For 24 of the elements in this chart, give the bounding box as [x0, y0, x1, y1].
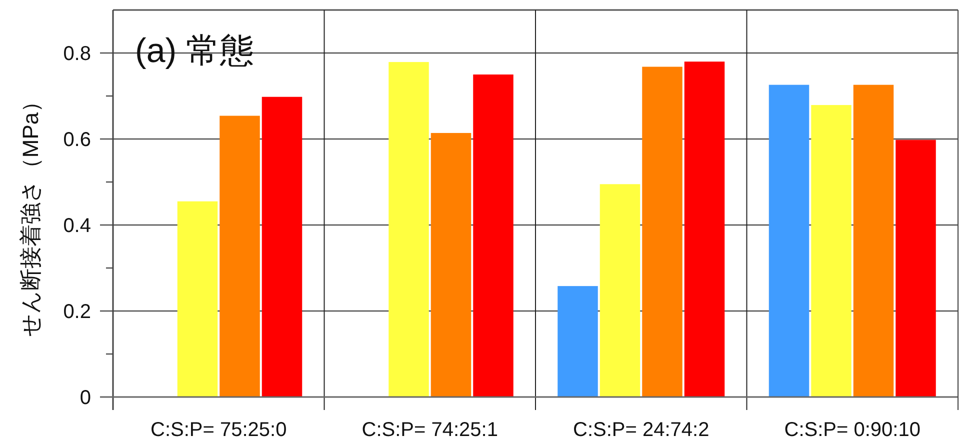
y-tick-label: 0.6 — [63, 129, 91, 151]
y-tick-label: 0.4 — [63, 215, 91, 237]
x-tick-label: C:S:P= 74:25:1 — [362, 419, 498, 439]
bar — [430, 132, 472, 397]
bar — [473, 74, 514, 397]
bar — [177, 201, 218, 397]
bar — [388, 62, 429, 397]
y-tick-label: 0.2 — [63, 301, 91, 323]
bar — [853, 84, 894, 397]
bar — [220, 116, 260, 397]
bar — [558, 286, 598, 397]
y-tick-label: 0.8 — [63, 43, 91, 65]
y-tick-label: 0 — [80, 387, 91, 409]
x-tick-label: C:S:P= 24:74:2 — [573, 419, 710, 439]
bar — [684, 62, 725, 397]
bar — [642, 66, 682, 397]
bar — [768, 84, 810, 397]
bar — [262, 96, 302, 397]
x-tick-label: C:S:P= 75:25:0 — [150, 419, 287, 439]
y-axis-title: せん断接着強さ（MPa） — [18, 90, 43, 337]
bar — [600, 184, 640, 397]
bar — [811, 105, 852, 397]
bar — [896, 140, 936, 397]
x-tick-label: C:S:P= 0:90:10 — [784, 419, 920, 439]
